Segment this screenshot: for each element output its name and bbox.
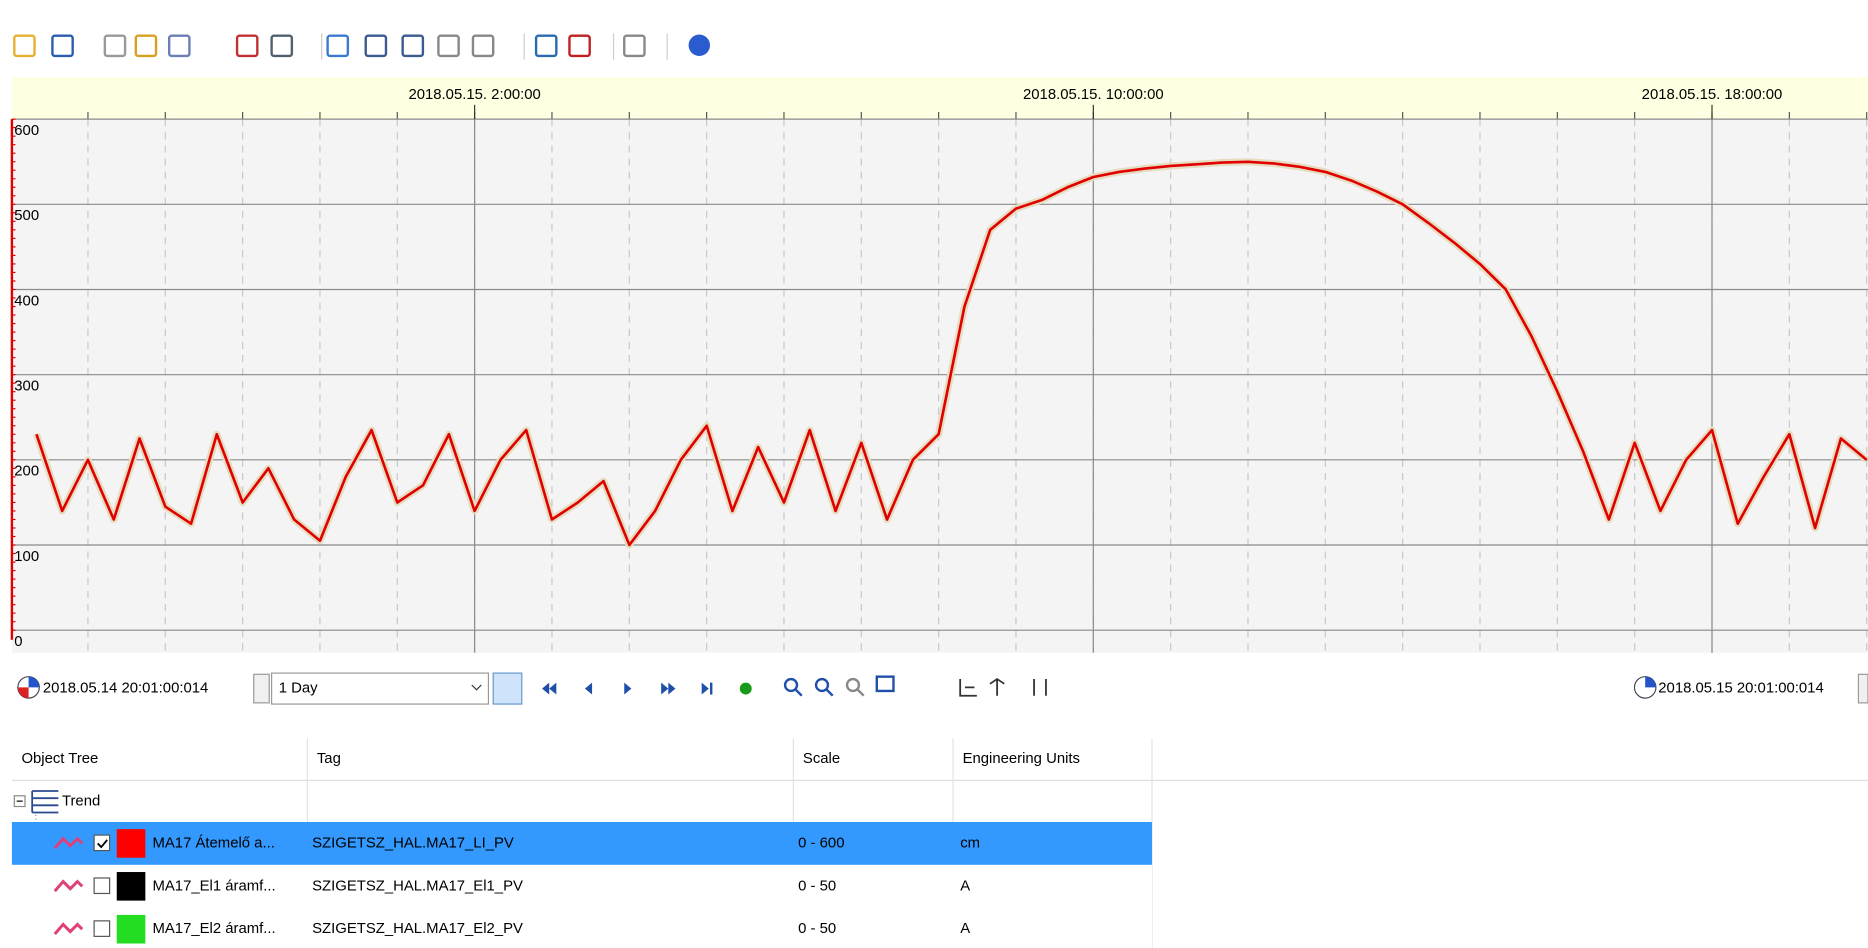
column-header[interactable]: Object Tree xyxy=(21,751,98,767)
checkmark xyxy=(97,839,108,849)
plot-area xyxy=(11,119,1868,653)
column-header[interactable]: Tag xyxy=(317,751,341,767)
y-tick-label: 0 xyxy=(14,634,22,650)
time-controls: 2018.05.14 20:01:00:014 1 Day 2018.05.15… xyxy=(17,672,1868,705)
checkbox[interactable] xyxy=(93,877,111,895)
interval-combo[interactable] xyxy=(271,672,490,705)
scale: 0 - 50 xyxy=(798,878,836,894)
object-table: Object Tree Tag Scale Engineering Units Tren… xyxy=(11,738,1868,948)
object-name: MA17 Átemelő a... xyxy=(152,834,274,851)
toolbar-button[interactable] xyxy=(623,34,646,58)
toolbar-button[interactable] xyxy=(568,34,591,58)
toolbar-button[interactable] xyxy=(167,34,191,58)
nav-buttons[interactable] xyxy=(542,682,713,695)
spinner[interactable] xyxy=(253,673,270,704)
color-swatch xyxy=(116,829,146,858)
x-tick-label: 2018.05.15. 18:00:00 xyxy=(1642,87,1783,103)
object-name: MA17_El1 áramf... xyxy=(152,878,275,894)
toolbar-button[interactable] xyxy=(401,34,425,58)
units: A xyxy=(960,878,970,894)
y-tick-label: 600 xyxy=(14,123,39,139)
color-swatch xyxy=(116,872,146,901)
color-swatch xyxy=(116,914,146,944)
tag: SZIGETSZ_HAL.MA17_El1_PV xyxy=(312,878,523,894)
combo-arrow xyxy=(471,684,482,691)
table-row[interactable] xyxy=(11,864,1152,908)
live-button[interactable] xyxy=(739,682,752,695)
spinner[interactable] xyxy=(1857,673,1868,704)
table-header xyxy=(11,738,1868,781)
time-band xyxy=(11,77,1868,120)
clock-icon xyxy=(17,687,29,699)
chart: 0 100 200 300 400 500 600 2018.05.15. 2:00:00 20… xyxy=(10,87,1868,653)
fit-button[interactable] xyxy=(492,672,523,705)
interval: 1 Day xyxy=(279,681,318,697)
clock-icon xyxy=(28,676,40,688)
y-tick-label: 400 xyxy=(14,293,39,309)
y-tick-label: 100 xyxy=(14,549,39,565)
toolbar-button[interactable] xyxy=(364,34,388,58)
x-tick-label: 2018.05.15. 10:00:00 xyxy=(1023,87,1164,103)
table-row[interactable] xyxy=(11,907,1152,948)
clock-icon xyxy=(1645,676,1656,688)
pen-icon xyxy=(53,836,84,850)
help-button[interactable] xyxy=(688,34,711,56)
toolbar-button[interactable] xyxy=(13,34,36,58)
scale-buttons[interactable] xyxy=(959,677,1047,697)
y-tick-label: 500 xyxy=(14,208,39,224)
column-header[interactable]: Engineering Units xyxy=(963,751,1080,767)
pen-icon xyxy=(53,879,84,893)
x-tick-label: 2018.05.15. 2:00:00 xyxy=(408,87,540,103)
units: cm xyxy=(960,835,980,851)
y-tick-label: 300 xyxy=(14,379,39,395)
object-name: MA17_El2 áramf... xyxy=(152,921,275,937)
scale: 0 - 600 xyxy=(798,835,844,851)
tree-root: Trend xyxy=(62,794,100,810)
units: A xyxy=(960,921,970,937)
start-time[interactable]: 2018.05.14 20:01:00:014 xyxy=(43,681,208,697)
toolbar xyxy=(13,33,711,60)
toolbar-button[interactable] xyxy=(534,34,558,58)
checkbox[interactable] xyxy=(93,920,111,937)
toolbar-button[interactable] xyxy=(235,34,259,58)
table-row[interactable] xyxy=(11,821,1152,865)
toolbar-button[interactable] xyxy=(134,34,158,58)
end-time[interactable]: 2018.05.15 20:01:00:014 xyxy=(1658,681,1823,697)
tag: SZIGETSZ_HAL.MA17_El2_PV xyxy=(312,921,523,937)
zoom-buttons[interactable] xyxy=(783,675,895,697)
toolbar-button[interactable] xyxy=(103,34,127,58)
line xyxy=(35,160,1868,547)
pen-icon xyxy=(53,922,84,935)
toolbar-button[interactable] xyxy=(326,34,350,58)
toolbar-button[interactable] xyxy=(437,34,460,58)
toolbar-button[interactable] xyxy=(471,34,495,58)
trend-icon xyxy=(31,790,59,814)
checkbox[interactable] xyxy=(93,834,111,852)
tag: SZIGETSZ_HAL.MA17_LI_PV xyxy=(312,835,514,851)
scale: 0 - 50 xyxy=(798,921,836,937)
toolbar-button[interactable] xyxy=(51,34,74,58)
toolbar-button[interactable] xyxy=(270,34,294,58)
y-tick-label: 200 xyxy=(14,464,39,480)
column-header[interactable]: Scale xyxy=(803,751,840,767)
